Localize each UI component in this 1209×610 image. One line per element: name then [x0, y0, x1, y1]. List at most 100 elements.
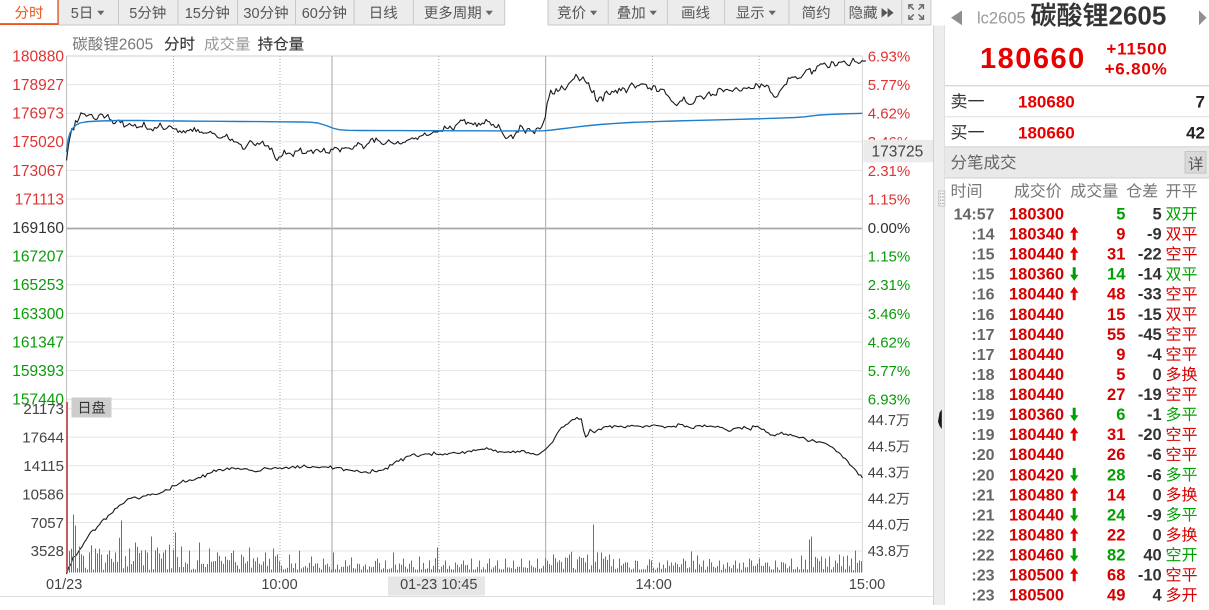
svg-text:60: 60	[302, 6, 318, 22]
svg-text:-6: -6	[1147, 466, 1162, 484]
svg-text:-33: -33	[1138, 286, 1162, 304]
svg-text:180440: 180440	[1009, 246, 1064, 264]
svg-text::16: :16	[971, 307, 994, 324]
svg-text::18: :18	[971, 367, 994, 384]
svg-text:27: 27	[1107, 386, 1125, 404]
svg-text:2.31%: 2.31%	[868, 277, 911, 294]
svg-text:lc2605: lc2605	[977, 10, 1026, 28]
svg-text:180440: 180440	[1009, 326, 1064, 344]
svg-text:55: 55	[1107, 326, 1125, 344]
svg-text:180440: 180440	[1009, 386, 1064, 404]
svg-text:5: 5	[129, 6, 137, 22]
svg-text::18: :18	[971, 387, 994, 404]
svg-text:180500: 180500	[1009, 587, 1064, 605]
svg-text:2605: 2605	[119, 37, 153, 54]
svg-text:44.2: 44.2	[868, 492, 896, 508]
svg-text:161347: 161347	[12, 334, 64, 351]
svg-text:178927: 178927	[12, 77, 64, 94]
svg-text:49: 49	[1107, 587, 1125, 605]
svg-text:180300: 180300	[1009, 206, 1064, 224]
svg-text:180440: 180440	[1009, 286, 1064, 304]
svg-text:40: 40	[1143, 547, 1161, 565]
svg-text:26: 26	[1107, 446, 1125, 464]
svg-text:180440: 180440	[1009, 446, 1064, 464]
svg-text:01/23: 01/23	[46, 577, 82, 593]
svg-text:+6.80%: +6.80%	[1105, 60, 1168, 79]
svg-text:1.15%: 1.15%	[868, 191, 911, 208]
svg-text:3.46%: 3.46%	[868, 306, 911, 323]
svg-text:-4: -4	[1147, 346, 1162, 364]
svg-text:5: 5	[71, 6, 79, 22]
svg-text:-14: -14	[1138, 266, 1163, 284]
svg-text:4.62%: 4.62%	[868, 106, 911, 123]
svg-text:165253: 165253	[12, 277, 64, 294]
svg-text:44.7: 44.7	[868, 413, 896, 429]
svg-text::19: :19	[971, 427, 994, 444]
svg-text:10586: 10586	[22, 486, 64, 503]
svg-text:43.8: 43.8	[868, 544, 896, 560]
svg-text:180420: 180420	[1009, 466, 1064, 484]
svg-text:157440: 157440	[12, 392, 64, 409]
svg-text:-15: -15	[1138, 306, 1162, 324]
svg-text:6.93%: 6.93%	[868, 48, 911, 65]
svg-text:01-23 10:45: 01-23 10:45	[400, 577, 477, 593]
svg-text:159393: 159393	[12, 363, 64, 380]
svg-text::19: :19	[971, 407, 994, 424]
svg-text:14:00: 14:00	[636, 577, 672, 593]
svg-text:14: 14	[1107, 266, 1126, 284]
svg-text:-6: -6	[1147, 446, 1162, 464]
svg-text:2605: 2605	[1109, 1, 1167, 31]
svg-text:163300: 163300	[12, 306, 64, 323]
svg-text:1.15%: 1.15%	[868, 249, 911, 266]
svg-text:-19: -19	[1138, 386, 1162, 404]
svg-text:4.62%: 4.62%	[868, 334, 911, 351]
svg-text:9: 9	[1116, 346, 1125, 364]
svg-text:44.5: 44.5	[868, 439, 896, 455]
svg-text:+11500: +11500	[1106, 40, 1167, 59]
svg-text:9: 9	[1116, 226, 1125, 244]
svg-text:24: 24	[1107, 506, 1126, 524]
svg-text::17: :17	[971, 347, 994, 364]
svg-text:6.93%: 6.93%	[868, 392, 911, 409]
svg-text:180880: 180880	[12, 48, 64, 65]
svg-text:44.3: 44.3	[868, 465, 896, 481]
svg-text:5.77%: 5.77%	[868, 77, 911, 94]
svg-text:-9: -9	[1147, 226, 1162, 244]
svg-text:180440: 180440	[1009, 506, 1064, 524]
svg-text:31: 31	[1107, 426, 1125, 444]
svg-text:48: 48	[1107, 286, 1125, 304]
svg-text::16: :16	[971, 287, 994, 304]
svg-text:42: 42	[1186, 124, 1205, 143]
svg-text:15: 15	[185, 6, 201, 22]
svg-text:180660: 180660	[980, 43, 1086, 75]
svg-text:82: 82	[1107, 547, 1125, 565]
svg-text:15: 15	[1107, 306, 1125, 324]
svg-text:14: 14	[1107, 486, 1126, 504]
svg-text:7: 7	[1196, 93, 1205, 112]
svg-text:22: 22	[1107, 527, 1125, 545]
svg-text::22: :22	[971, 528, 994, 545]
svg-text:0: 0	[1153, 366, 1162, 384]
svg-text:171113: 171113	[15, 191, 64, 208]
svg-text:173725: 173725	[872, 144, 924, 161]
svg-text:7057: 7057	[31, 515, 64, 532]
svg-text:-10: -10	[1138, 567, 1162, 585]
svg-text:14115: 14115	[23, 458, 64, 475]
svg-text::21: :21	[971, 487, 994, 504]
svg-text::21: :21	[971, 507, 994, 524]
svg-text:180480: 180480	[1009, 486, 1064, 504]
svg-text::15: :15	[971, 247, 994, 264]
svg-text::15: :15	[971, 267, 994, 284]
svg-text:6: 6	[1116, 406, 1125, 424]
svg-text::17: :17	[971, 327, 994, 344]
svg-text:68: 68	[1107, 567, 1125, 585]
svg-text::23: :23	[971, 588, 994, 605]
svg-text:180360: 180360	[1009, 266, 1064, 284]
svg-text:5.77%: 5.77%	[868, 363, 911, 380]
svg-text:-1: -1	[1147, 406, 1162, 424]
svg-text:169160: 169160	[12, 220, 64, 237]
svg-text::20: :20	[971, 447, 994, 464]
svg-text:0.00%: 0.00%	[868, 220, 911, 237]
svg-text:5: 5	[1116, 206, 1125, 224]
svg-text:-45: -45	[1138, 326, 1162, 344]
